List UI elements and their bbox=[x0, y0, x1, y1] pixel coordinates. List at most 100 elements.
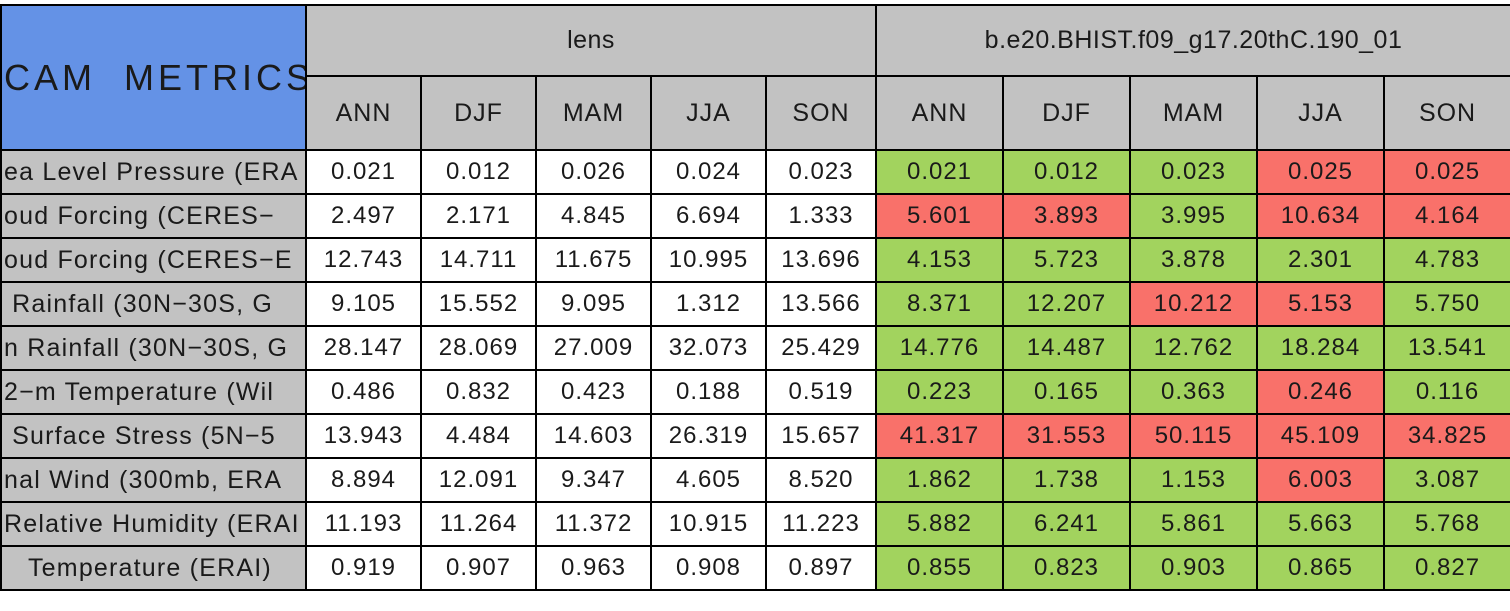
case-value-cell-pass: 12.207 bbox=[1002, 281, 1131, 327]
lens-value-cell: 2.171 bbox=[420, 193, 537, 239]
lens-value-cell: 0.908 bbox=[650, 545, 767, 591]
case-value-cell-pass: 5.882 bbox=[875, 501, 1004, 547]
case-value-cell-pass: 2.301 bbox=[1256, 237, 1385, 283]
lens-value-cell: 11.372 bbox=[535, 501, 652, 547]
lens-value-cell: 0.897 bbox=[765, 545, 877, 591]
case-value-cell-pass: 3.995 bbox=[1129, 193, 1258, 239]
case-value-cell-pass: 3.087 bbox=[1382, 457, 1510, 503]
lens-value-cell: 13.566 bbox=[765, 281, 877, 327]
season-header-jja: JJA bbox=[1256, 75, 1385, 151]
lens-value-cell: 0.024 bbox=[650, 149, 767, 195]
lens-value-cell: 10.915 bbox=[650, 501, 767, 547]
metric-label: n Rainfall (30N−30S, G bbox=[0, 325, 307, 371]
metric-label: ea Level Pressure (ERA bbox=[0, 149, 307, 195]
case-value-cell-pass: 14.487 bbox=[1002, 325, 1131, 371]
lens-value-cell: 25.429 bbox=[765, 325, 877, 371]
case-value-cell-fail: 34.825 bbox=[1382, 413, 1510, 459]
season-header-jja: JJA bbox=[650, 75, 767, 151]
case-value-cell-pass: 0.363 bbox=[1129, 369, 1258, 415]
case-value-cell-fail: 5.601 bbox=[875, 193, 1004, 239]
table-row: nal Wind (300mb, ERA 8.894 12.091 9.347 4.60… bbox=[0, 457, 1510, 503]
lens-value-cell: 13.696 bbox=[765, 237, 877, 283]
case-value-cell-pass: 5.723 bbox=[1002, 237, 1131, 283]
group-header-row: CAM METRICS lens b.e20.BHIST.f09_g17.20t… bbox=[0, 4, 1510, 151]
season-header-son: SON bbox=[1382, 75, 1510, 151]
metric-label: Rainfall (30N−30S, G bbox=[0, 281, 307, 327]
lens-value-cell: 27.009 bbox=[535, 325, 652, 371]
season-header-djf: DJF bbox=[420, 75, 537, 151]
case-value-cell-pass: 8.371 bbox=[875, 281, 1004, 327]
case-value-cell-pass: 1.862 bbox=[875, 457, 1004, 503]
table-title-cell: CAM METRICS bbox=[0, 4, 307, 151]
lens-value-cell: 28.147 bbox=[305, 325, 422, 371]
lens-value-cell: 6.694 bbox=[650, 193, 767, 239]
lens-value-cell: 11.223 bbox=[765, 501, 877, 547]
lens-value-cell: 1.312 bbox=[650, 281, 767, 327]
case-value-cell-pass: 5.750 bbox=[1382, 281, 1510, 327]
lens-value-cell: 32.073 bbox=[650, 325, 767, 371]
case-value-cell-pass: 0.903 bbox=[1129, 545, 1258, 591]
lens-value-cell: 26.319 bbox=[650, 413, 767, 459]
lens-value-cell: 0.486 bbox=[305, 369, 422, 415]
lens-value-cell: 0.188 bbox=[650, 369, 767, 415]
lens-value-cell: 8.520 bbox=[765, 457, 877, 503]
case-value-cell-pass: 0.165 bbox=[1002, 369, 1131, 415]
case-value-cell-pass: 1.153 bbox=[1129, 457, 1258, 503]
case-value-cell-fail: 41.317 bbox=[875, 413, 1004, 459]
season-header-row: ANN DJF MAM JJA SON ANN DJF MAM JJA SON bbox=[1, 75, 1510, 151]
lens-value-cell: 15.552 bbox=[420, 281, 537, 327]
lens-value-cell: 0.919 bbox=[305, 545, 422, 591]
group-header-lens: lens bbox=[305, 4, 877, 77]
case-value-cell-fail: 0.025 bbox=[1382, 149, 1510, 195]
lens-value-cell: 0.026 bbox=[535, 149, 652, 195]
lens-value-cell: 0.021 bbox=[305, 149, 422, 195]
case-value-cell-pass: 0.827 bbox=[1382, 545, 1510, 591]
lens-value-cell: 28.069 bbox=[420, 325, 537, 371]
lens-value-cell: 0.963 bbox=[535, 545, 652, 591]
case-value-cell-pass: 13.541 bbox=[1382, 325, 1510, 371]
lens-value-cell: 4.484 bbox=[420, 413, 537, 459]
case-value-cell-pass: 6.241 bbox=[1002, 501, 1131, 547]
case-value-cell-pass: 4.783 bbox=[1382, 237, 1510, 283]
group-header-case: b.e20.BHIST.f09_g17.20thC.190_01 bbox=[874, 4, 1510, 77]
lens-value-cell: 13.943 bbox=[305, 413, 422, 459]
metric-label: Temperature (ERAI) bbox=[0, 545, 307, 591]
case-value-cell-fail: 50.115 bbox=[1129, 413, 1258, 459]
season-header-mam: MAM bbox=[1129, 75, 1258, 151]
case-value-cell-pass: 3.878 bbox=[1129, 237, 1258, 283]
metric-label: Relative Humidity (ERAI bbox=[0, 501, 307, 547]
table-row: n Rainfall (30N−30S, G 28.147 28.069 27.009… bbox=[0, 325, 1510, 371]
case-value-cell-fail: 10.212 bbox=[1129, 281, 1258, 327]
case-value-cell-pass: 0.012 bbox=[1002, 149, 1131, 195]
season-header-son: SON bbox=[765, 75, 877, 151]
case-value-cell-pass: 0.855 bbox=[875, 545, 1004, 591]
lens-value-cell: 0.519 bbox=[765, 369, 877, 415]
case-value-cell-fail: 4.164 bbox=[1382, 193, 1510, 239]
lens-value-cell: 0.012 bbox=[420, 149, 537, 195]
case-value-cell-pass: 0.223 bbox=[875, 369, 1004, 415]
case-value-cell-pass: 0.823 bbox=[1002, 545, 1131, 591]
lens-value-cell: 9.105 bbox=[305, 281, 422, 327]
table-row: Relative Humidity (ERAI 11.193 11.264 11.37… bbox=[0, 501, 1510, 547]
table-row: oud Forcing (CERES−E 12.743 14.711 11.675 10… bbox=[0, 237, 1510, 283]
lens-value-cell: 0.023 bbox=[765, 149, 877, 195]
lens-value-cell: 10.995 bbox=[650, 237, 767, 283]
lens-value-cell: 12.743 bbox=[305, 237, 422, 283]
lens-value-cell: 14.603 bbox=[535, 413, 652, 459]
lens-value-cell: 9.347 bbox=[535, 457, 652, 503]
case-value-cell-fail: 5.153 bbox=[1256, 281, 1385, 327]
lens-value-cell: 4.845 bbox=[535, 193, 652, 239]
case-value-cell-pass: 0.021 bbox=[875, 149, 1004, 195]
table-row: oud Forcing (CERES− 2.497 2.171 4.845 6.694 1… bbox=[0, 193, 1510, 239]
case-value-cell-pass: 0.023 bbox=[1129, 149, 1258, 195]
metric-label: Surface Stress (5N−5 bbox=[0, 413, 307, 459]
case-value-cell-fail: 10.634 bbox=[1256, 193, 1385, 239]
lens-value-cell: 0.832 bbox=[420, 369, 537, 415]
table-row: Surface Stress (5N−5 13.943 4.484 14.603 26.… bbox=[0, 413, 1510, 459]
case-value-cell-pass: 1.738 bbox=[1002, 457, 1131, 503]
case-value-cell-fail: 6.003 bbox=[1256, 457, 1385, 503]
case-value-cell-pass: 0.116 bbox=[1382, 369, 1510, 415]
season-header-ann: ANN bbox=[305, 75, 422, 151]
case-value-cell-fail: 3.893 bbox=[1002, 193, 1131, 239]
